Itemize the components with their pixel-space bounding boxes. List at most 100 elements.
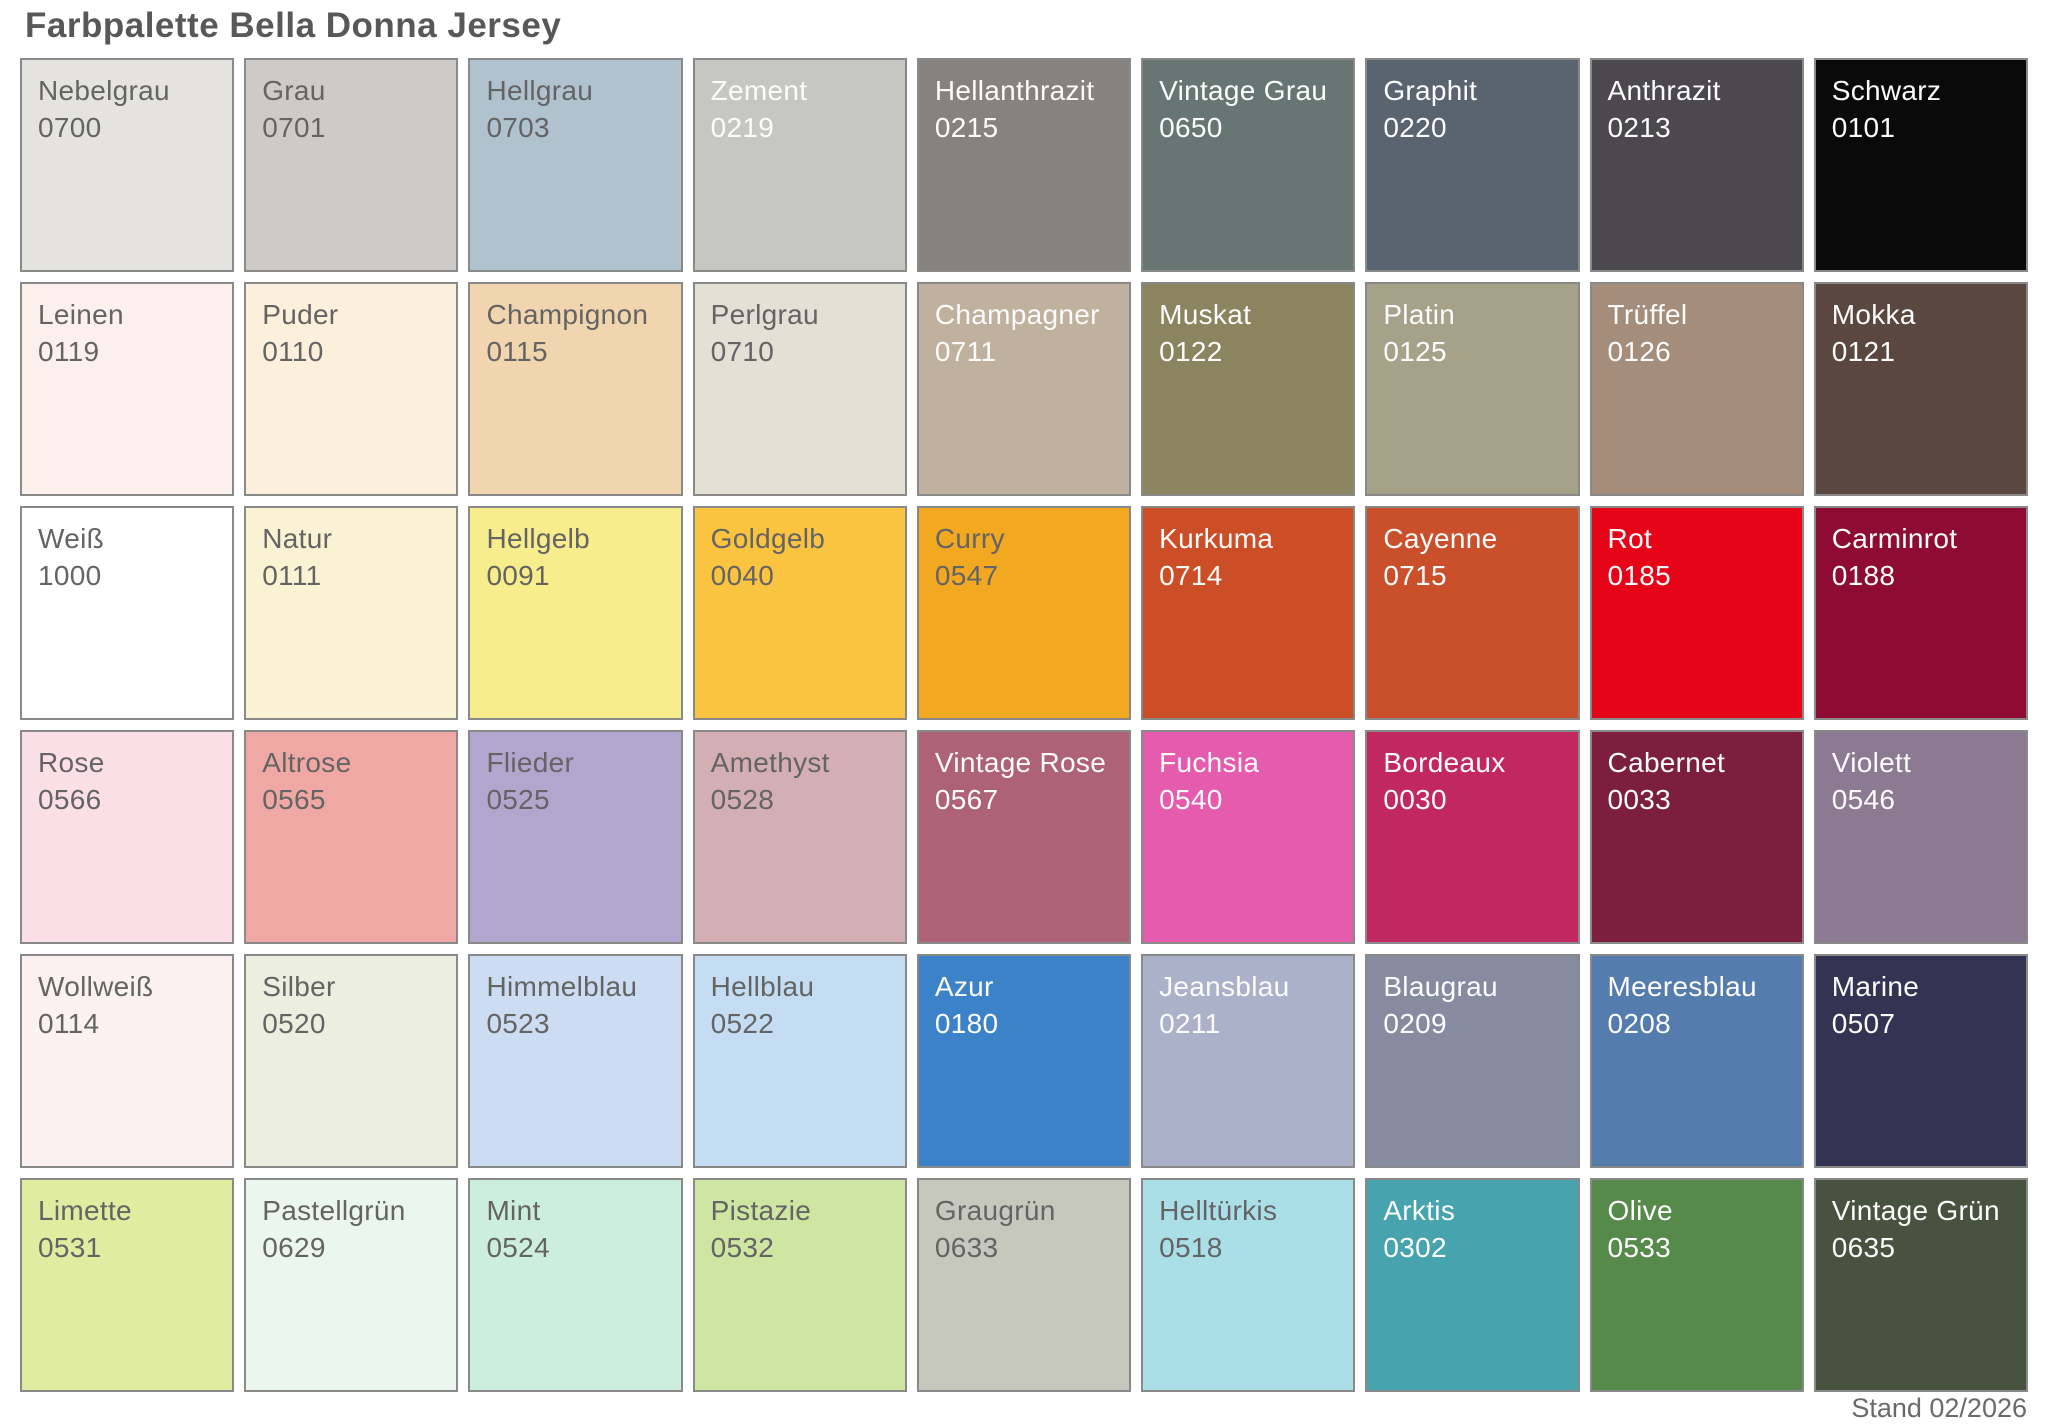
- swatch-code: 0520: [262, 1008, 326, 1039]
- color-swatch: Champignon 0115: [468, 282, 683, 496]
- swatch-name: Platin: [1383, 299, 1456, 330]
- swatch-code: 0033: [1607, 784, 1672, 815]
- swatch-code: 0507: [1831, 1008, 1896, 1039]
- swatch-name: Fuchsia: [1159, 747, 1260, 778]
- color-swatch: Rose 0566: [20, 730, 235, 944]
- swatch-code: 0114: [38, 1008, 100, 1039]
- swatch-name: Vintage Grau: [1159, 75, 1328, 106]
- color-swatch: Wollweiß 0114: [20, 954, 235, 1168]
- swatch-code: 0209: [1383, 1008, 1447, 1039]
- color-swatch: Silber 0520: [244, 954, 459, 1168]
- swatch-code: 0711: [934, 336, 997, 367]
- swatch-code: 0220: [1383, 112, 1447, 143]
- swatch-name: Schwarz: [1831, 75, 1942, 106]
- swatch-code: 0525: [486, 784, 550, 815]
- swatch-name: Amethyst: [710, 747, 830, 778]
- swatch-name: Violett: [1831, 747, 1912, 778]
- color-swatch: Natur 0111: [244, 506, 459, 720]
- swatch-code: 0566: [38, 784, 102, 815]
- color-swatch: Vintage Grau 0650: [1141, 58, 1356, 272]
- swatch-code: 0208: [1607, 1008, 1672, 1039]
- color-swatch: Platin 0125: [1365, 282, 1580, 496]
- swatch-code: 0532: [710, 1232, 775, 1263]
- swatch-code: 0101: [1831, 112, 1896, 143]
- swatch-code: 0215: [934, 112, 999, 143]
- swatch-code: 0650: [1159, 112, 1223, 143]
- color-swatch: Helltürkis 0518: [1141, 1178, 1356, 1392]
- swatch-code: 0518: [1159, 1232, 1223, 1263]
- swatch-name: Kurkuma: [1159, 523, 1274, 554]
- swatch-name: Rose: [38, 747, 105, 778]
- swatch-name: Mint: [486, 1195, 541, 1226]
- swatch-name: Anthrazit: [1607, 75, 1721, 106]
- swatch-name: Hellanthrazit: [934, 75, 1095, 106]
- swatch-code: 0522: [710, 1008, 775, 1039]
- color-swatch: Pistazie 0532: [692, 1178, 907, 1392]
- swatch-name: Leinen: [38, 299, 124, 330]
- swatch-name: Silber: [262, 971, 336, 1002]
- swatch-code: 0523: [486, 1008, 550, 1039]
- color-swatch: Hellanthrazit 0215: [916, 58, 1132, 272]
- swatch-name: Cayenne: [1383, 523, 1498, 554]
- swatch-code: 1000: [38, 560, 102, 591]
- swatch-code: 0714: [1159, 560, 1223, 591]
- swatch-name: Altrose: [262, 747, 352, 778]
- swatch-name: Mokka: [1831, 299, 1916, 330]
- color-swatch: Marine 0507: [1813, 954, 2028, 1168]
- color-swatch: Schwarz 0101: [1813, 58, 2028, 272]
- color-swatch: Himmelblau 0523: [468, 954, 683, 1168]
- swatch-name: Hellblau: [710, 971, 815, 1002]
- swatch-name: Jeansblau: [1159, 971, 1290, 1002]
- swatch-name: Marine: [1831, 971, 1920, 1002]
- swatch-name: Blaugrau: [1383, 971, 1498, 1002]
- swatch-name: Arktis: [1383, 1195, 1456, 1226]
- swatch-name: Champagner: [934, 299, 1100, 330]
- swatch-name: Puder: [262, 299, 339, 330]
- color-swatch: Jeansblau 0211: [1141, 954, 1356, 1168]
- color-swatch: Kurkuma 0714: [1141, 506, 1356, 720]
- color-swatch: Anthrazit 0213: [1589, 58, 1804, 272]
- page-title: Farbpalette Bella Donna Jersey: [25, 6, 562, 45]
- swatch-name: Limette: [38, 1195, 132, 1226]
- swatch-code: 0533: [1607, 1232, 1672, 1263]
- swatch-code: 0119: [38, 336, 100, 367]
- color-swatch: Nebelgrau 0700: [20, 58, 235, 272]
- swatch-name: Goldgelb: [710, 523, 826, 554]
- swatch-code: 0122: [1159, 336, 1223, 367]
- color-swatch: Champagner 0711: [916, 282, 1132, 496]
- swatch-code: 0126: [1607, 336, 1672, 367]
- color-swatch: Perlgrau 0710: [692, 282, 907, 496]
- swatch-name: Flieder: [486, 747, 575, 778]
- color-swatch: Limette 0531: [20, 1178, 235, 1392]
- color-swatch: Mint 0524: [468, 1178, 683, 1392]
- color-swatch: Graugrün 0633: [916, 1178, 1132, 1392]
- swatch-name: Grau: [262, 75, 326, 106]
- swatch-name: Cabernet: [1607, 747, 1726, 778]
- swatch-code: 0635: [1831, 1232, 1896, 1263]
- swatch-name: Hellgelb: [486, 523, 591, 554]
- swatch-name: Bordeaux: [1383, 747, 1506, 778]
- swatch-name: Rot: [1607, 523, 1653, 554]
- swatch-name: Perlgrau: [710, 299, 819, 330]
- color-swatch: Leinen 0119: [20, 282, 235, 496]
- swatch-code: 0213: [1607, 112, 1672, 143]
- swatch-code: 0700: [38, 112, 102, 143]
- color-swatch: Fuchsia 0540: [1141, 730, 1356, 944]
- swatch-name: Pastellgrün: [262, 1195, 406, 1226]
- color-swatch: Altrose 0565: [244, 730, 459, 944]
- swatch-code: 0701: [262, 112, 326, 143]
- swatch-name: Graphit: [1383, 75, 1478, 106]
- color-swatch: Pastellgrün 0629: [244, 1178, 459, 1392]
- color-swatch: Carminrot 0188: [1813, 506, 2028, 720]
- swatch-code: 0185: [1607, 560, 1672, 591]
- swatch-code: 0531: [38, 1232, 102, 1263]
- color-swatch: Rot 0185: [1589, 506, 1804, 720]
- color-swatch: Grau 0701: [244, 58, 459, 272]
- color-swatch: Hellblau 0522: [692, 954, 907, 1168]
- swatch-name: Meeresblau: [1607, 971, 1757, 1002]
- swatch-name: Natur: [262, 523, 333, 554]
- swatch-code: 0629: [262, 1232, 326, 1263]
- swatch-code: 0703: [486, 112, 550, 143]
- color-swatch: Hellgrau 0703: [468, 58, 683, 272]
- swatch-code: 0633: [934, 1232, 999, 1263]
